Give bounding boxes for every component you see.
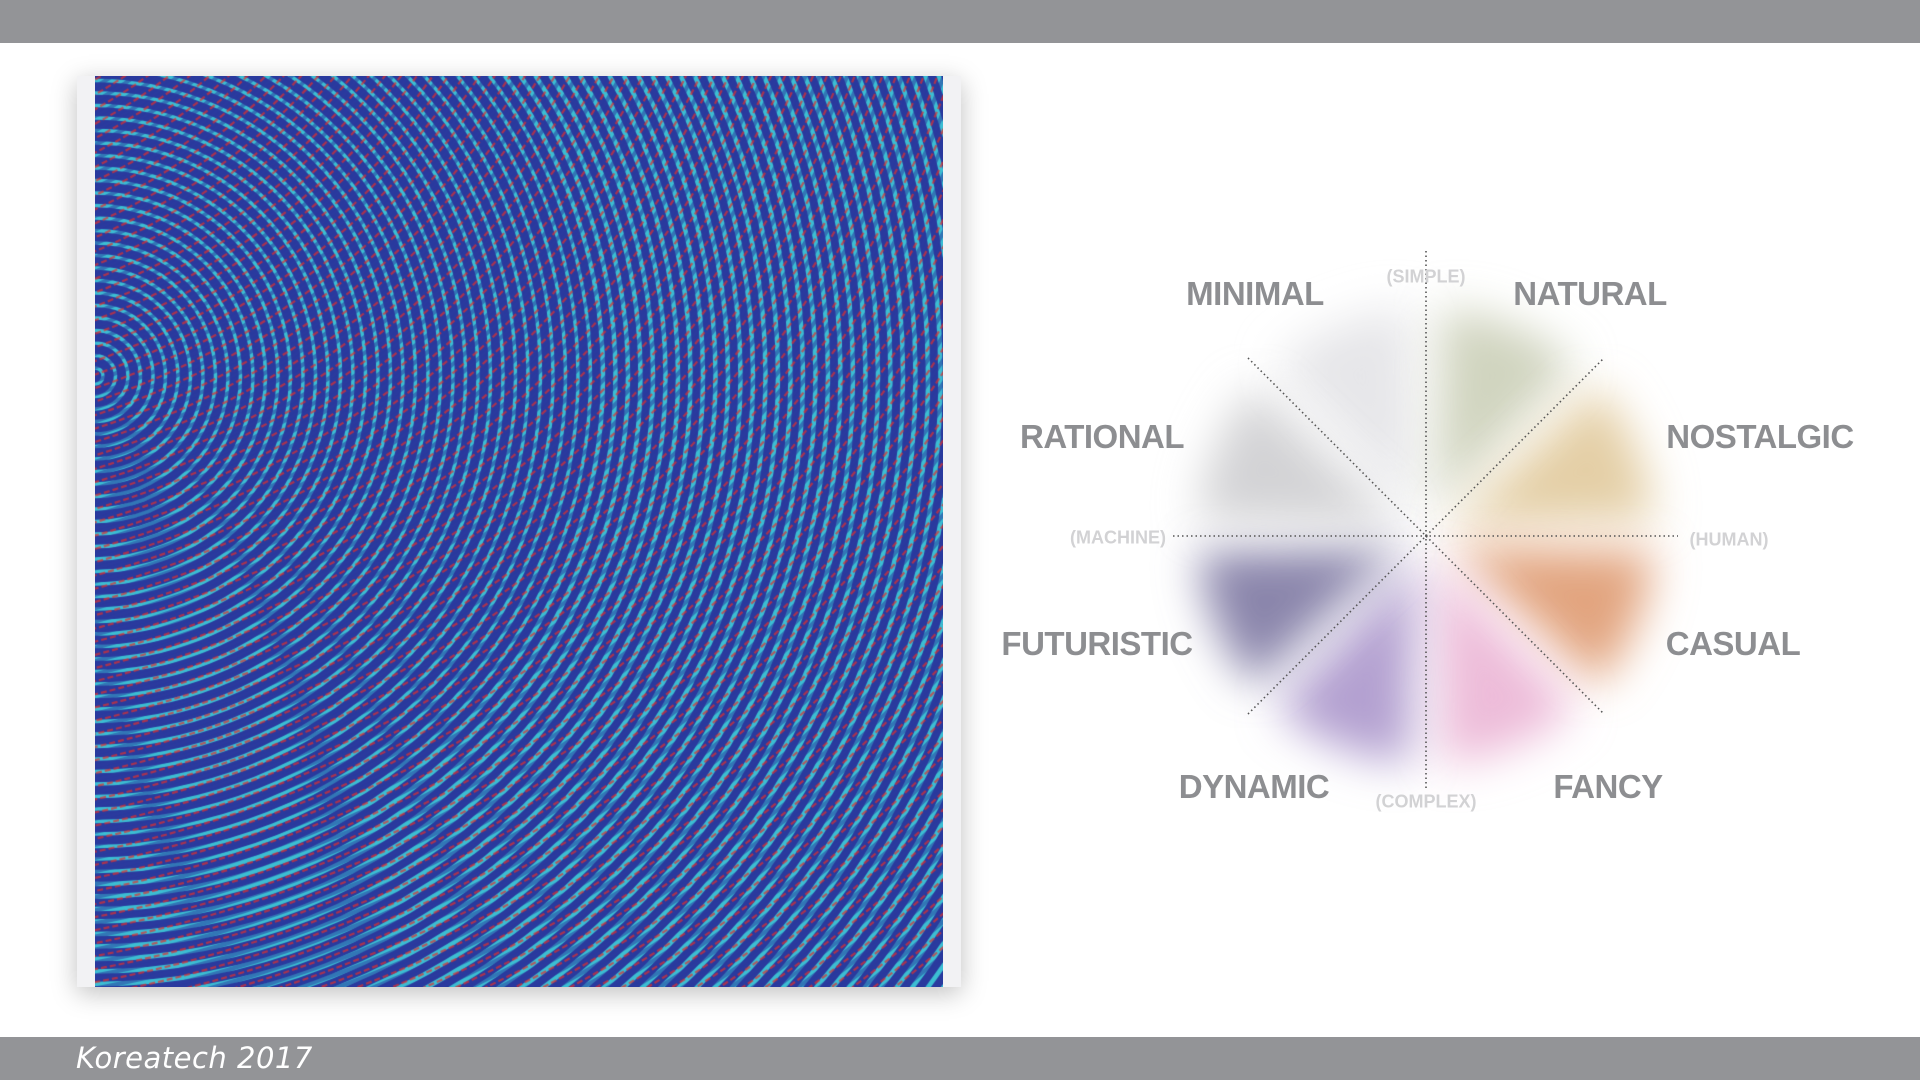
sector-dynamic bbox=[1276, 559, 1417, 764]
label-minimal: MINIMAL bbox=[1186, 275, 1324, 312]
axis-label-simple: (SIMPLE) bbox=[1386, 266, 1466, 287]
footer-text: Koreatech 2017 bbox=[76, 1041, 313, 1075]
sector-casual bbox=[1449, 545, 1654, 686]
axis-label-machine: (MACHINE) bbox=[1070, 527, 1166, 548]
label-dynamic: DYNAMIC bbox=[1178, 768, 1330, 805]
label-fancy: FANCY bbox=[1553, 768, 1663, 805]
sector-fancy bbox=[1435, 559, 1576, 764]
axis-label-complex: (COMPLEX) bbox=[1375, 791, 1477, 812]
moire-pattern-image bbox=[77, 76, 961, 987]
axis-label-human: (HUMAN) bbox=[1689, 529, 1769, 550]
top-bar bbox=[0, 0, 1920, 43]
divider-line bbox=[1247, 357, 1605, 715]
label-futuristic: FUTURISTIC bbox=[1001, 625, 1193, 662]
sector-rational bbox=[1198, 386, 1403, 527]
label-nostalgic: NOSTALGIC bbox=[1666, 418, 1854, 455]
label-rational: RATIONAL bbox=[1019, 418, 1185, 455]
sector-natural bbox=[1435, 308, 1576, 513]
label-natural: NATURAL bbox=[1513, 275, 1667, 312]
footer-bar: Koreatech 2017 bbox=[0, 1037, 1920, 1080]
sector-nostalgic bbox=[1449, 386, 1654, 527]
divider-line bbox=[1247, 357, 1605, 715]
moire-pattern bbox=[95, 76, 943, 987]
label-casual: CASUAL bbox=[1665, 625, 1801, 662]
sector-minimal bbox=[1276, 308, 1417, 513]
sector-futuristic bbox=[1198, 545, 1403, 686]
